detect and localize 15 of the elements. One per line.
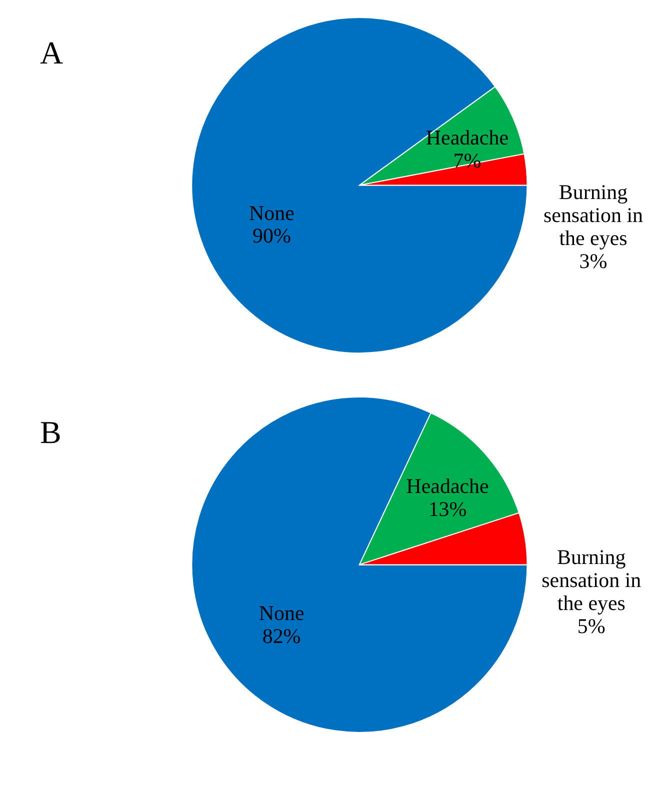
data-label: 90% [252,224,291,248]
slice-label: Burning sensation in the eyes [542,544,642,615]
slice-label: Headache [426,126,509,150]
data-label: 82% [262,624,301,648]
slice-label: None [258,601,304,626]
pie-slice [191,396,528,733]
data-label: 13% [428,497,467,522]
slice-label: Burning sensation in the eyes [543,180,644,250]
data-label: 3% [579,249,608,274]
slice-label: Headache [406,474,489,498]
text: A [40,35,64,70]
text: B [40,414,62,450]
pie-slice [191,17,528,354]
slice-label: None [249,200,294,225]
data-label: 5% [577,614,606,638]
